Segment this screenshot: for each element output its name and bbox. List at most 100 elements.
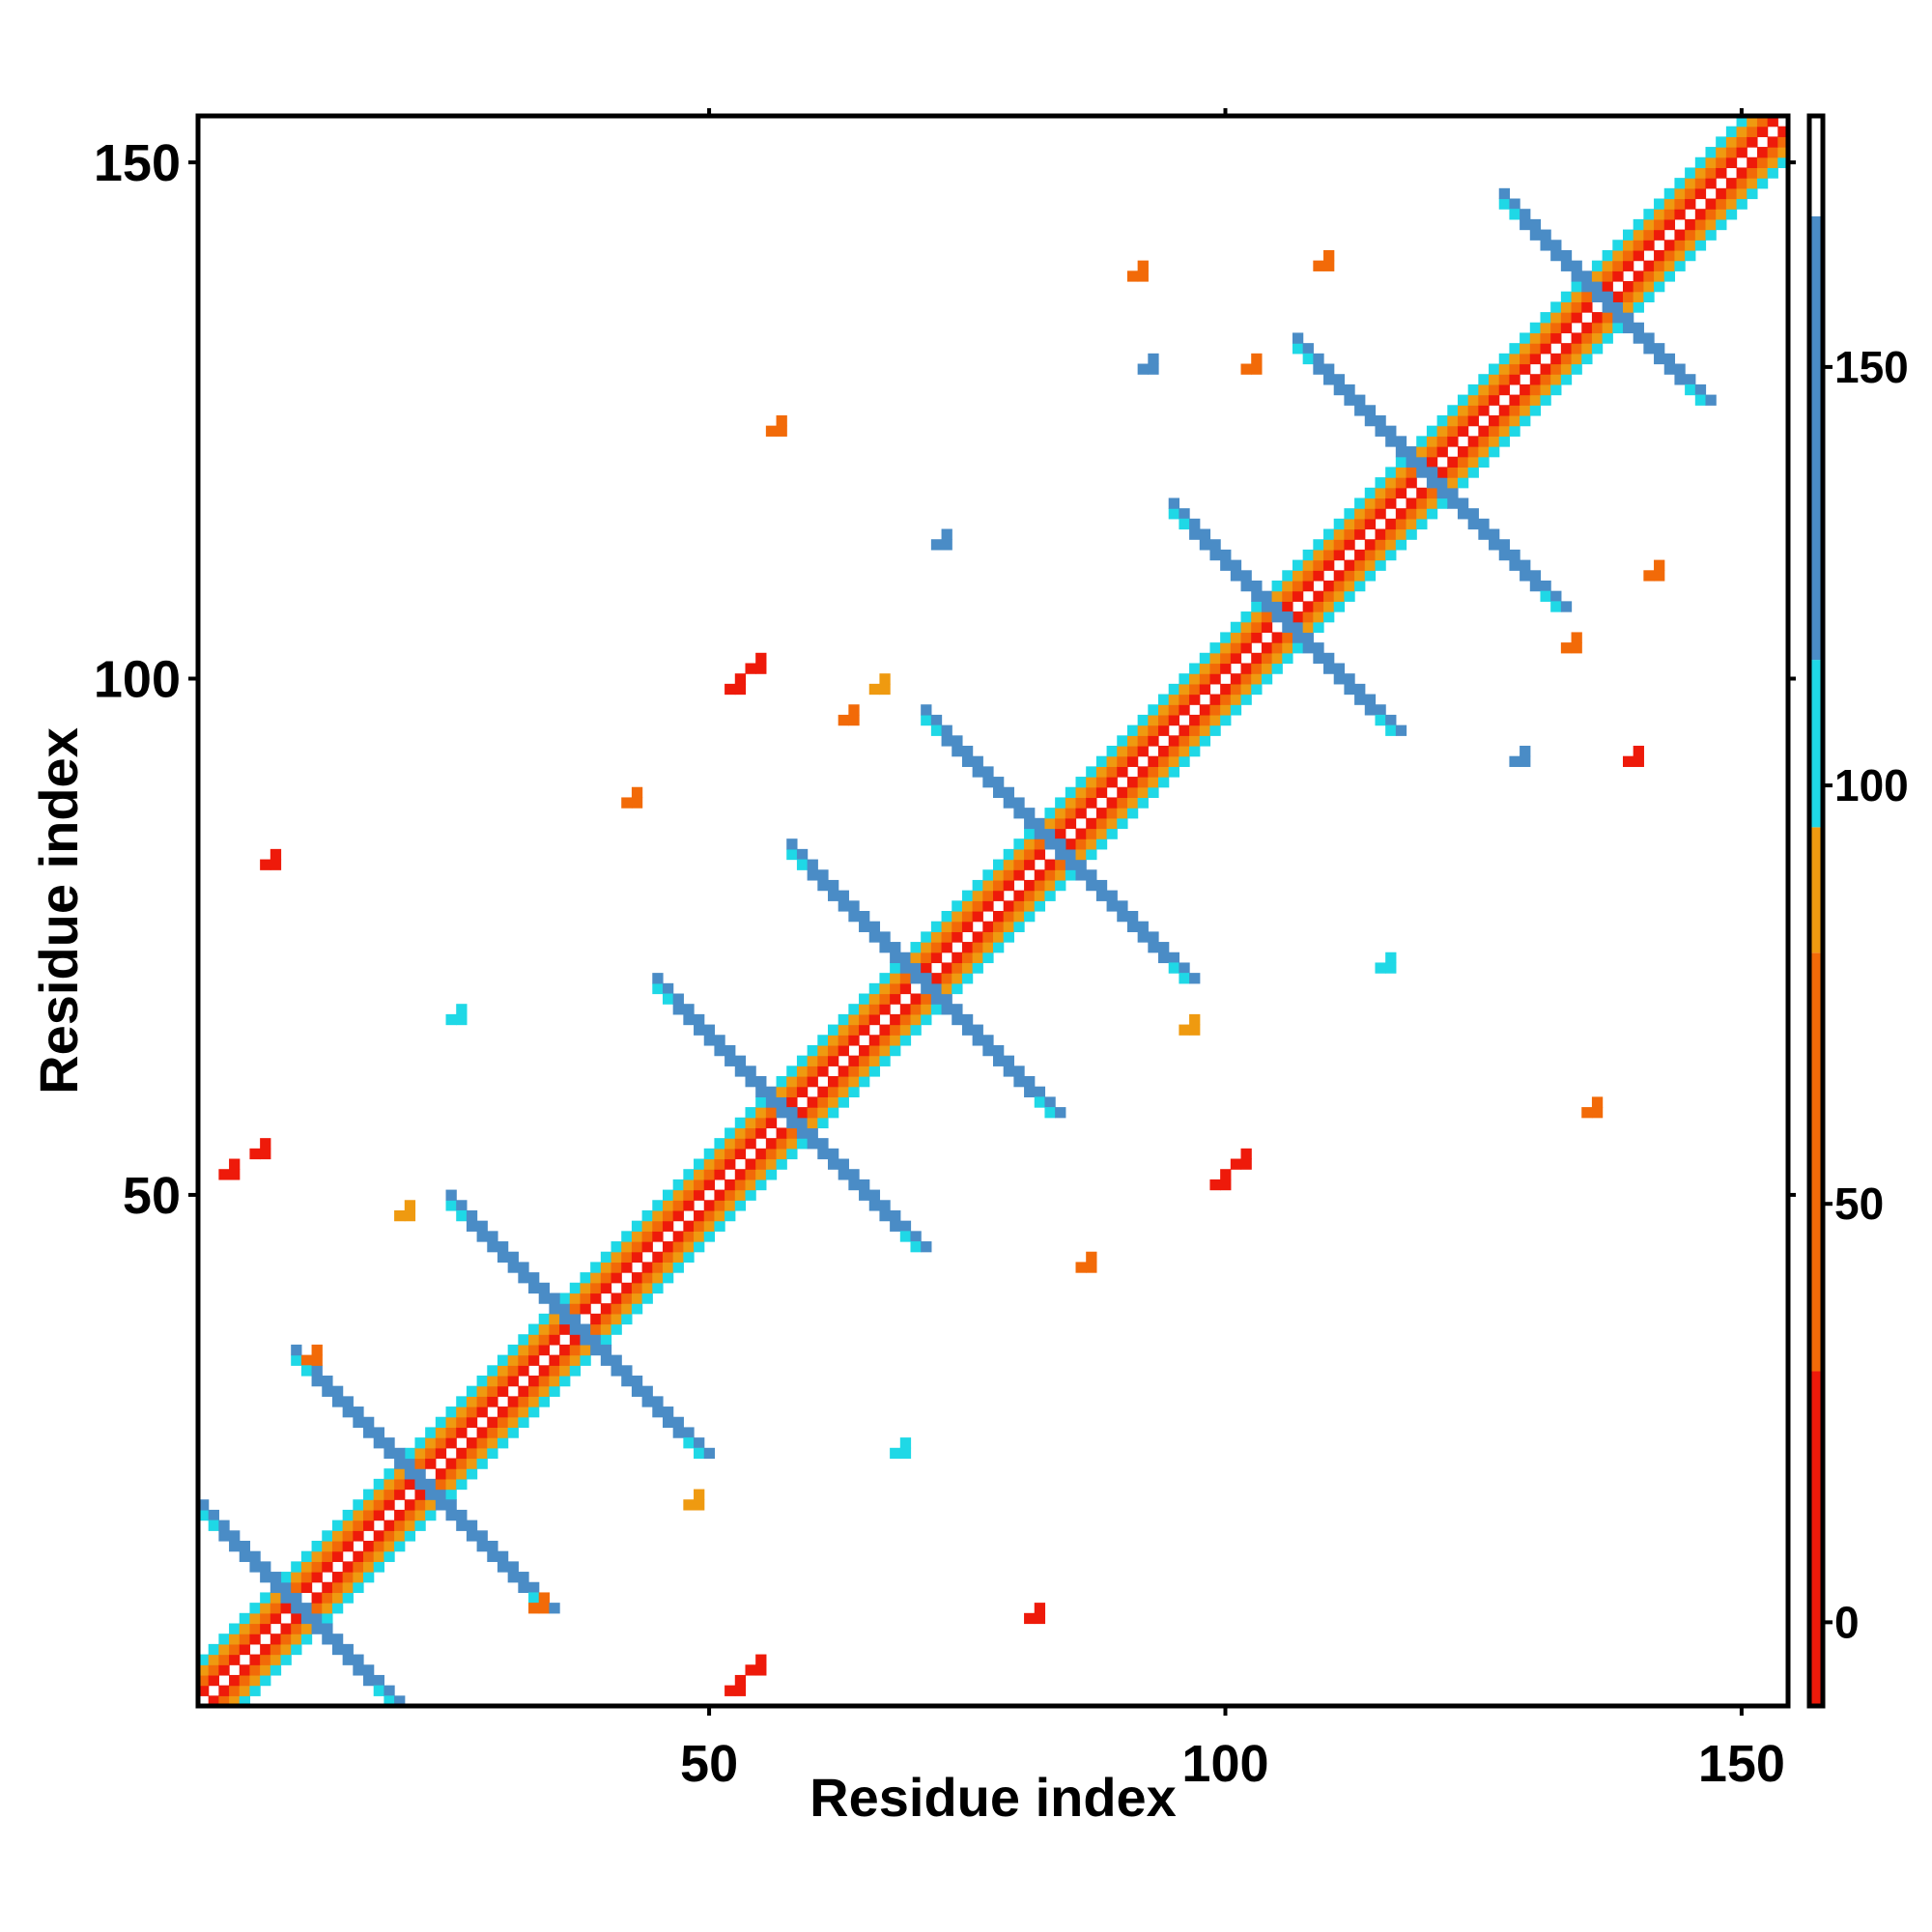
heatmap-cell [1375, 559, 1386, 571]
heatmap-cell [765, 1148, 778, 1160]
heatmap-cell [972, 900, 983, 912]
heatmap-cell [827, 879, 839, 892]
heatmap-cell [1529, 384, 1542, 396]
heatmap-cell [1013, 890, 1025, 901]
heatmap-cell [476, 1437, 488, 1449]
heatmap-cell [1199, 735, 1211, 747]
heatmap-cell [1395, 508, 1407, 520]
heatmap-cell [1117, 797, 1128, 809]
heatmap-cell [549, 1323, 560, 1335]
heatmap-cell [1344, 683, 1355, 696]
heatmap-cell [868, 1200, 881, 1211]
heatmap-cell [1117, 817, 1128, 830]
heatmap-cell [414, 1478, 426, 1491]
heatmap-cell [1560, 363, 1573, 375]
heatmap-cell [1013, 869, 1025, 881]
heatmap-cell [1560, 601, 1573, 612]
heatmap-cell [745, 1076, 756, 1088]
heatmap-cell [694, 1158, 705, 1170]
heatmap-cell [1034, 890, 1046, 901]
heatmap-cell [703, 1024, 716, 1036]
heatmap-cell [1024, 848, 1036, 861]
heatmap-cell [363, 1499, 375, 1511]
heatmap-cell [952, 982, 963, 995]
heatmap-cell [1024, 838, 1036, 850]
heatmap-cell [1498, 425, 1511, 437]
heatmap-cell [353, 1520, 364, 1531]
heatmap-cell [941, 962, 952, 974]
heatmap-cell [1003, 921, 1014, 932]
heatmap-cell [1086, 786, 1097, 799]
heatmap-cell [414, 1447, 426, 1460]
heatmap-cell [569, 1303, 582, 1315]
heatmap-cell [1571, 332, 1582, 344]
heatmap-cell [910, 973, 922, 984]
heatmap-cell [1271, 652, 1283, 665]
heatmap-cell [590, 1313, 602, 1325]
heatmap-cell [445, 1416, 457, 1429]
heatmap-cell [456, 1468, 468, 1480]
heatmap-cell [921, 942, 932, 953]
heatmap-cell [322, 1581, 333, 1594]
heatmap-cell [353, 1550, 364, 1562]
heatmap-cell [1602, 249, 1613, 262]
heatmap-cell [662, 1251, 674, 1263]
heatmap-cell [270, 848, 282, 861]
heatmap-cell [1282, 601, 1293, 612]
heatmap-cell [879, 673, 891, 685]
heatmap-cell [745, 1179, 756, 1191]
heatmap-cell [487, 1385, 498, 1397]
heatmap-cell [1767, 167, 1778, 179]
heatmap-cell [1282, 611, 1293, 623]
heatmap-cell [1220, 694, 1232, 705]
heatmap-cell [1148, 766, 1159, 778]
heatmap-cell [1240, 683, 1252, 696]
heatmap-cell [1747, 187, 1758, 200]
heatmap-cell [776, 1148, 787, 1160]
heatmap-cell [1055, 817, 1066, 830]
heatmap-cell [807, 1055, 818, 1066]
heatmap-cell [848, 1004, 860, 1015]
heatmap-cell [569, 1323, 582, 1335]
heatmap-cell [1158, 704, 1170, 716]
heatmap-cell [1364, 497, 1377, 509]
heatmap-cell [786, 1138, 798, 1150]
heatmap-cell [1189, 694, 1201, 705]
heatmap-cell [879, 982, 891, 995]
heatmap-cell [1633, 332, 1644, 344]
heatmap-cell [1520, 363, 1531, 375]
heatmap-cell [1416, 487, 1428, 499]
heatmap-cell [311, 1540, 323, 1552]
heatmap-cell [1489, 374, 1500, 385]
colorbar-tick-label: 150 [1834, 342, 1909, 392]
heatmap-cell [1540, 332, 1551, 344]
heatmap-cell [848, 911, 860, 923]
heatmap-cell [1467, 467, 1479, 478]
heatmap-cell [1654, 198, 1665, 210]
heatmap-cell [538, 1344, 550, 1356]
heatmap-cell [1189, 663, 1201, 674]
heatmap-cell [890, 942, 901, 953]
heatmap-cell [631, 1375, 643, 1387]
heatmap-cell [859, 1065, 870, 1077]
heatmap-cell [218, 1169, 230, 1180]
heatmap-cell [1705, 198, 1717, 210]
heatmap-cell [745, 1138, 756, 1150]
heatmap-cell [1705, 229, 1717, 241]
heatmap-cell [1086, 797, 1097, 809]
heatmap-cell [270, 1664, 282, 1676]
heatmap-cell [487, 1241, 498, 1253]
heatmap-cell [1148, 777, 1159, 788]
heatmap-cell [703, 1179, 716, 1191]
heatmap-cell [435, 1437, 447, 1449]
heatmap-cell [1395, 477, 1407, 489]
heatmap-cell [249, 1623, 261, 1634]
heatmap-cell [1756, 156, 1769, 169]
heatmap-cell [569, 1365, 582, 1377]
heatmap-cell [1344, 508, 1355, 520]
heatmap-cell [456, 1004, 468, 1015]
heatmap-cell [961, 900, 974, 912]
heatmap-cell [1716, 136, 1727, 148]
heatmap-cell [724, 683, 736, 696]
heatmap-cell [1560, 291, 1573, 302]
